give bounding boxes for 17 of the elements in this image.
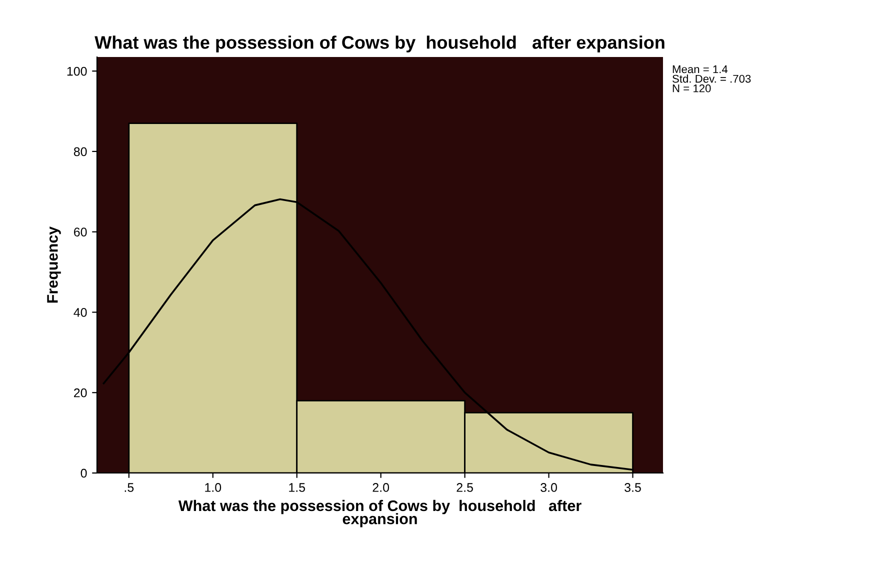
y-tick-label: 80 <box>74 147 87 156</box>
x-tick-label: 3.5 <box>624 483 641 492</box>
x-tick-label: 3.0 <box>540 483 557 492</box>
x-tick-label: 1.5 <box>289 483 306 492</box>
y-axis-title: Frequency <box>47 226 61 303</box>
x-tick-label: 2.5 <box>456 483 473 492</box>
text: Mean = 1.4 Std. Dev. = .703 N = 120 <box>672 65 751 92</box>
y-tick-label: 60 <box>74 228 87 236</box>
chart-title: What was the possession of Cows by household after expansion <box>94 36 664 52</box>
x-tick-label: 2.0 <box>372 483 390 492</box>
y-tick-label: 100 <box>67 66 87 76</box>
x-tick-label: 1.0 <box>205 483 222 492</box>
y-tick-label: 20 <box>74 388 87 398</box>
y-tick-label: 0 <box>80 468 87 478</box>
x-axis-title: What was the possession of Cows by household after expansion <box>178 500 582 528</box>
y-tick-label: 40 <box>74 308 87 317</box>
x-tick-label: .5 <box>124 483 134 492</box>
